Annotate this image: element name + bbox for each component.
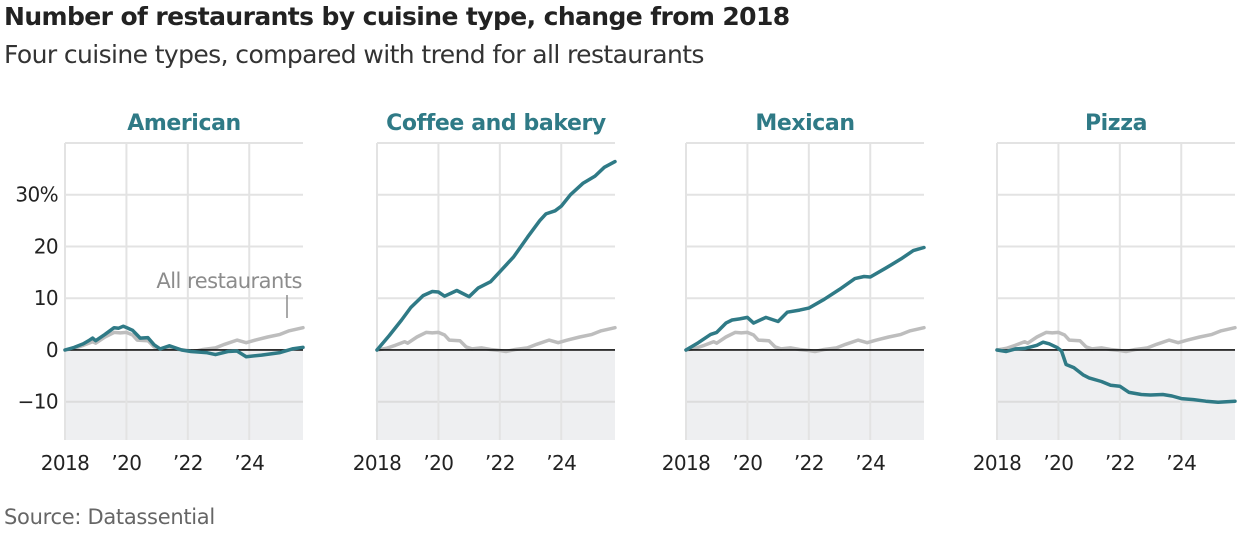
panel-coffee-and-bakery: Coffee and bakery 2018 ’20 ’22 ’24 <box>353 111 617 475</box>
panel-mexican: Mexican 2018 ’20 ’22 ’24 <box>662 111 926 475</box>
negative-region-shading <box>686 349 924 440</box>
chart-subtitle: Four cuisine types, compared with trend … <box>4 40 704 69</box>
pizza-line <box>995 340 1237 404</box>
y-tick-label: 30% <box>15 183 58 207</box>
all-restaurants-annotation: All restaurants <box>156 269 302 293</box>
panel-american: American 2018 ’20 ’22 ’24 30% 20 10 0 −10 All rest… <box>15 111 305 475</box>
panel-title: American <box>127 111 241 136</box>
negative-region-shading <box>65 349 303 440</box>
source-note: Source: Datassential <box>4 505 215 529</box>
x-tick-label: ’20 <box>732 451 762 475</box>
negative-region-shading <box>997 349 1235 440</box>
x-tick-label: ’22 <box>1105 451 1135 475</box>
panel-title: Pizza <box>1085 111 1147 136</box>
mexican-line <box>684 245 926 352</box>
panel-pizza: Pizza 2018 ’20 ’22 ’24 <box>973 111 1237 475</box>
all-restaurants-line <box>995 325 1237 354</box>
y-tick-label: 0 <box>46 338 58 362</box>
x-tick-label: ’22 <box>173 451 203 475</box>
y-tick-label: 20 <box>34 234 58 258</box>
coffee-and-bakery-line <box>375 159 617 352</box>
x-tick-label: ’22 <box>485 451 515 475</box>
x-tick-label: ’24 <box>234 451 264 475</box>
y-tick-label: −10 <box>18 390 58 414</box>
all-restaurants-line <box>375 325 617 354</box>
all-restaurants-line <box>63 325 305 354</box>
x-tick-label: ’24 <box>546 451 576 475</box>
x-tick-label: 2018 <box>353 451 402 475</box>
x-tick-label: ’20 <box>111 451 141 475</box>
chart-title: Number of restaurants by cuisine type, c… <box>4 2 790 31</box>
x-tick-label: ’20 <box>423 451 453 475</box>
x-tick-label: 2018 <box>41 451 90 475</box>
negative-region-shading <box>377 349 615 440</box>
x-tick-label: 2018 <box>973 451 1022 475</box>
x-tick-label: ’24 <box>1166 451 1196 475</box>
panel-title: Coffee and bakery <box>386 111 606 136</box>
x-tick-label: ’24 <box>855 451 885 475</box>
american-line <box>63 324 305 359</box>
x-tick-label: ’22 <box>794 451 824 475</box>
x-tick-label: ’20 <box>1043 451 1073 475</box>
panel-title: Mexican <box>755 111 854 136</box>
all-restaurants-line <box>684 325 926 354</box>
x-tick-label: 2018 <box>662 451 711 475</box>
y-tick-label: 10 <box>34 286 58 310</box>
